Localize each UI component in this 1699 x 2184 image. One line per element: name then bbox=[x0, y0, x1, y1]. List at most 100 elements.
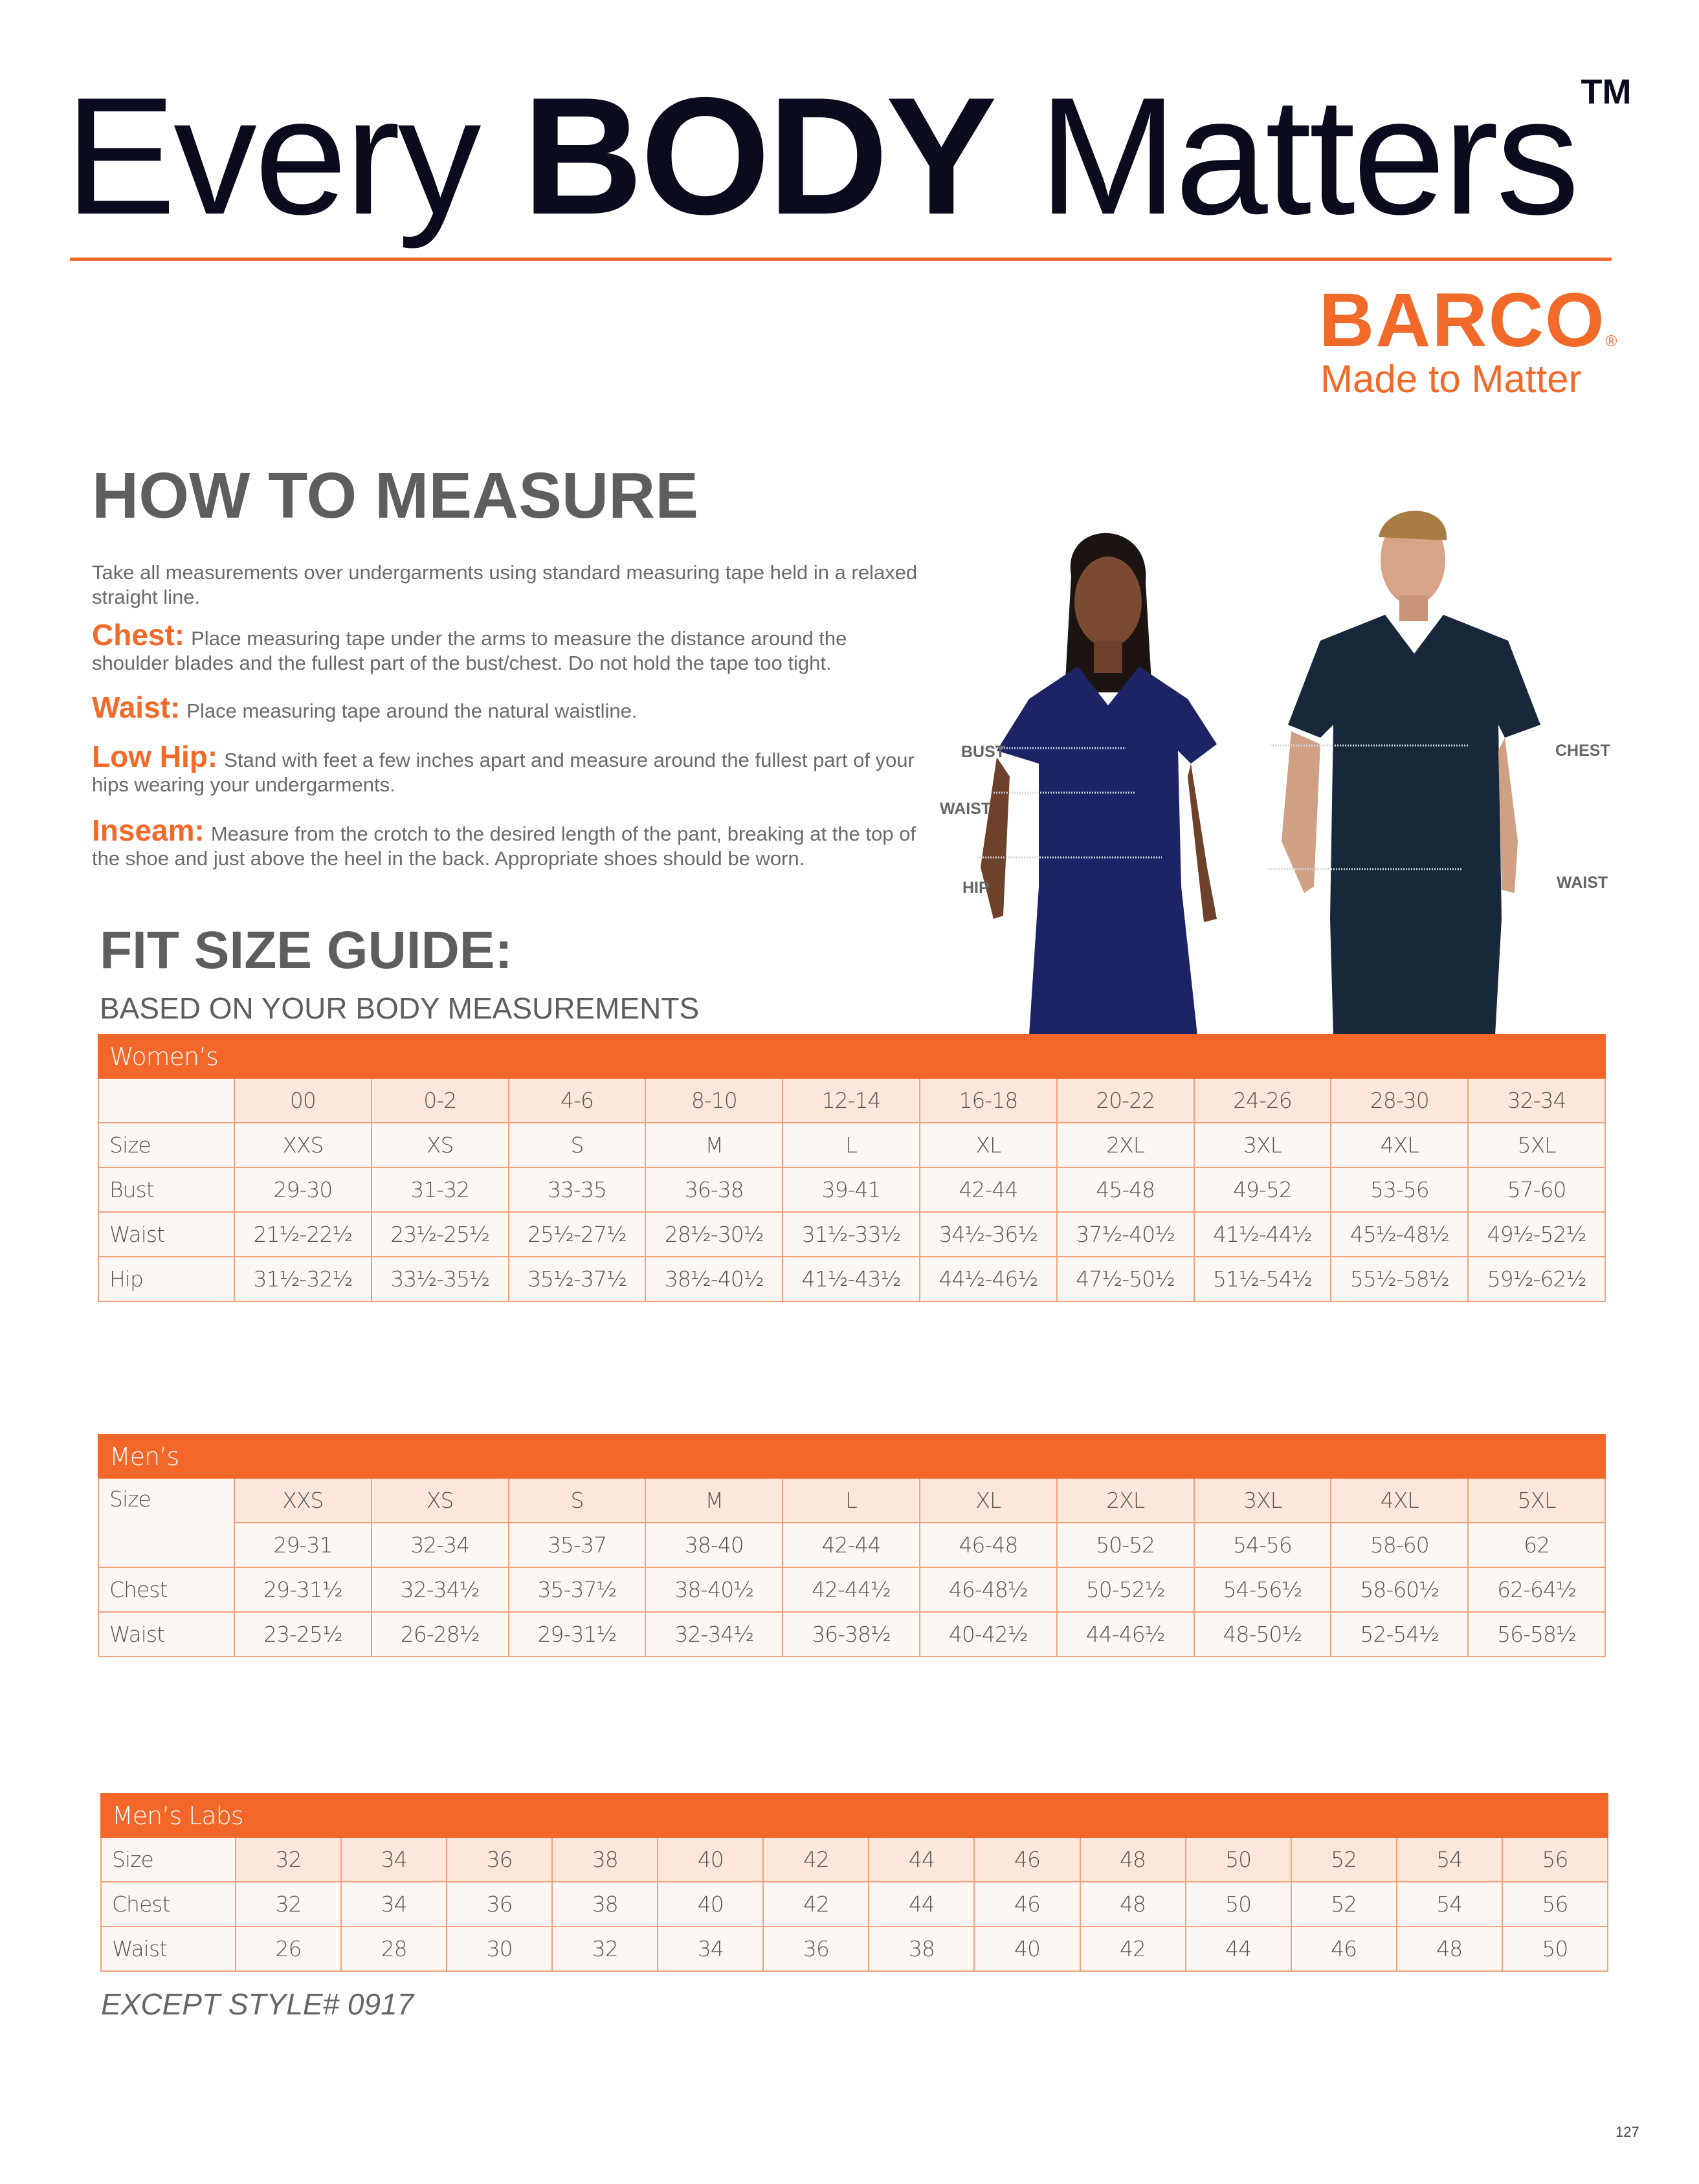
title-body: BODY bbox=[522, 62, 997, 249]
table-row: Waist 23-25½ 26-28½ 29-31½ 32-34½ 36-38½ 40-42… bbox=[98, 1611, 1606, 1657]
numeric-size-row: 29-31 32-34 35-37 38-40 42-44 46-48 50-52 54-56… bbox=[98, 1522, 1606, 1568]
table-cell: 32 bbox=[234, 1837, 342, 1882]
table-cell: 54 bbox=[1395, 1881, 1503, 1927]
table-cell: 33½-35½ bbox=[370, 1256, 509, 1302]
table-cell: 32-34½ bbox=[370, 1567, 509, 1613]
table-cell: 50 bbox=[1501, 1926, 1609, 1972]
size-header-cell: 16-18 bbox=[918, 1077, 1058, 1123]
table-cell: 38 bbox=[868, 1926, 975, 1972]
table-cell: 45-48 bbox=[1056, 1167, 1195, 1213]
table-cell: 26-28½ bbox=[370, 1611, 509, 1657]
table-cell: 48 bbox=[1395, 1926, 1503, 1972]
table-cell: 40 bbox=[657, 1837, 764, 1882]
mens-labs-size-table: Men’s Labs Size 32 34 36 38 40 42 44 46 48 50 52 54 56… bbox=[100, 1793, 1609, 1972]
size-header-cell: XS bbox=[370, 1477, 509, 1523]
table-cell: 44 bbox=[1184, 1926, 1292, 1972]
measure-text: Place measuring tape around the natural … bbox=[186, 700, 638, 722]
table-cell: 32 bbox=[551, 1926, 659, 1972]
table-cell: 56 bbox=[1501, 1837, 1609, 1882]
table-cell: L bbox=[782, 1122, 920, 1168]
table-cell: 50 bbox=[1184, 1837, 1292, 1882]
table-cell: 28 bbox=[340, 1926, 448, 1972]
table-cell: 58-60½ bbox=[1330, 1567, 1469, 1613]
table-cell: 31-32 bbox=[370, 1167, 509, 1213]
table-title-row: Men’s Labs bbox=[100, 1793, 1608, 1838]
size-header-cell: XL bbox=[918, 1477, 1058, 1523]
size-header-cell: 3XL bbox=[1193, 1477, 1332, 1523]
measure-waist: Waist: Place measuring tape around the na… bbox=[92, 692, 927, 723]
table-cell: 34½-36½ bbox=[918, 1211, 1058, 1257]
womens-size-table: Women’s 00 0-2 4-6 8-10 12-14 16-18 20-22 24-26 2… bbox=[98, 1034, 1606, 1302]
table-row: Chest 32 34 36 38 40 42 44 46 48 50 52 54 56 bbox=[100, 1881, 1609, 1927]
table-cell: 42 bbox=[762, 1881, 870, 1927]
table-cell: 44½-46½ bbox=[918, 1256, 1058, 1302]
table-title: Women’s bbox=[98, 1034, 1606, 1079]
table-cell: 31½-33½ bbox=[782, 1211, 920, 1257]
table-cell: 49½-52½ bbox=[1467, 1211, 1606, 1257]
fit-size-guide-heading: FIT SIZE GUIDE: bbox=[100, 921, 513, 980]
table-cell: 39-41 bbox=[782, 1167, 920, 1213]
measure-key: Waist: bbox=[92, 690, 181, 724]
row-label: Size bbox=[98, 1477, 235, 1568]
table-cell: 3XL bbox=[1193, 1122, 1332, 1168]
table-cell: XS bbox=[370, 1122, 509, 1168]
fit-size-guide-subheading: BASED ON YOUR BODY MEASUREMENTS bbox=[100, 991, 700, 1025]
table-cell: 40 bbox=[973, 1926, 1081, 1972]
table-cell: 42 bbox=[1079, 1926, 1186, 1972]
table-cell: 29-30 bbox=[234, 1167, 372, 1213]
table-cell: 51½-54½ bbox=[1193, 1256, 1332, 1302]
table-row: Waist 26 28 30 32 34 36 38 40 42 44 46 48 50 bbox=[100, 1926, 1609, 1972]
table-cell: 48 bbox=[1079, 1881, 1186, 1927]
size-header-cell: 32-34 bbox=[1467, 1077, 1606, 1123]
size-header-cell: 12-14 bbox=[782, 1077, 920, 1123]
label-bust: BUST bbox=[961, 743, 1006, 761]
size-header-cell: 00 bbox=[234, 1077, 372, 1123]
measure-chest: Chest: Place measuring tape under the arm… bbox=[92, 620, 927, 676]
table-cell: 45½-48½ bbox=[1330, 1211, 1469, 1257]
label-waist-women: WAIST bbox=[940, 800, 992, 818]
title-matters: Matters bbox=[1038, 62, 1579, 249]
table-cell: 21½-22½ bbox=[234, 1211, 372, 1257]
table-cell: 58-60 bbox=[1330, 1522, 1469, 1568]
table-cell: 47½-50½ bbox=[1056, 1256, 1195, 1302]
table-cell: 41½-43½ bbox=[782, 1256, 920, 1302]
size-header-cell: L bbox=[782, 1477, 920, 1523]
table-cell: 53-56 bbox=[1330, 1167, 1469, 1213]
table-cell: 38½-40½ bbox=[645, 1256, 784, 1302]
how-to-measure-heading: HOW TO MEASURE bbox=[92, 459, 699, 532]
label-waist-men: WAIST bbox=[1557, 874, 1608, 892]
table-cell: 2XL bbox=[1056, 1122, 1195, 1168]
table-cell: 28½-30½ bbox=[645, 1211, 784, 1257]
table-cell: 36 bbox=[446, 1881, 553, 1927]
table-cell: 52-54½ bbox=[1330, 1611, 1469, 1657]
size-header-cell: 5XL bbox=[1467, 1477, 1606, 1523]
table-row: Size XXS XS S M L XL 2XL 3XL 4XL 5XL bbox=[98, 1122, 1606, 1168]
table-cell: 34 bbox=[657, 1926, 764, 1972]
page-number: 127 bbox=[1616, 2124, 1639, 2140]
table-row: Bust 29-30 31-32 33-35 36-38 39-41 42-44 45-48 4… bbox=[98, 1167, 1606, 1213]
table-cell: M bbox=[645, 1122, 784, 1168]
table-cell: 50 bbox=[1184, 1881, 1292, 1927]
table-cell: 35-37 bbox=[507, 1522, 647, 1568]
brand-tagline: Made to Matter bbox=[1320, 357, 1582, 401]
numeric-size-row: 00 0-2 4-6 8-10 12-14 16-18 20-22 24-26 28-30 32-… bbox=[98, 1077, 1606, 1123]
table-cell: 48-50½ bbox=[1193, 1611, 1332, 1657]
table-cell: 44 bbox=[868, 1881, 975, 1927]
table-cell: 36-38½ bbox=[782, 1611, 920, 1657]
table-cell: 50-52 bbox=[1056, 1522, 1195, 1568]
table-cell: 26 bbox=[234, 1926, 342, 1972]
table-cell: 4XL bbox=[1330, 1122, 1469, 1168]
table-cell: 33-35 bbox=[507, 1167, 647, 1213]
row-label: Chest bbox=[100, 1881, 236, 1927]
table-cell: 38 bbox=[551, 1881, 659, 1927]
row-label: Size bbox=[98, 1122, 235, 1168]
table-cell: 37½-40½ bbox=[1056, 1211, 1195, 1257]
measure-text: Stand with feet a few inches apart and m… bbox=[92, 749, 915, 796]
table-cell: 40 bbox=[657, 1881, 764, 1927]
table-cell: 59½-62½ bbox=[1467, 1256, 1606, 1302]
table-cell: 35½-37½ bbox=[507, 1256, 647, 1302]
size-header-cell: 4-6 bbox=[507, 1077, 647, 1123]
models-photo bbox=[977, 511, 1540, 1035]
row-label: Bust bbox=[98, 1167, 235, 1213]
except-style-note: EXCEPT STYLE# 0917 bbox=[101, 1987, 414, 2021]
